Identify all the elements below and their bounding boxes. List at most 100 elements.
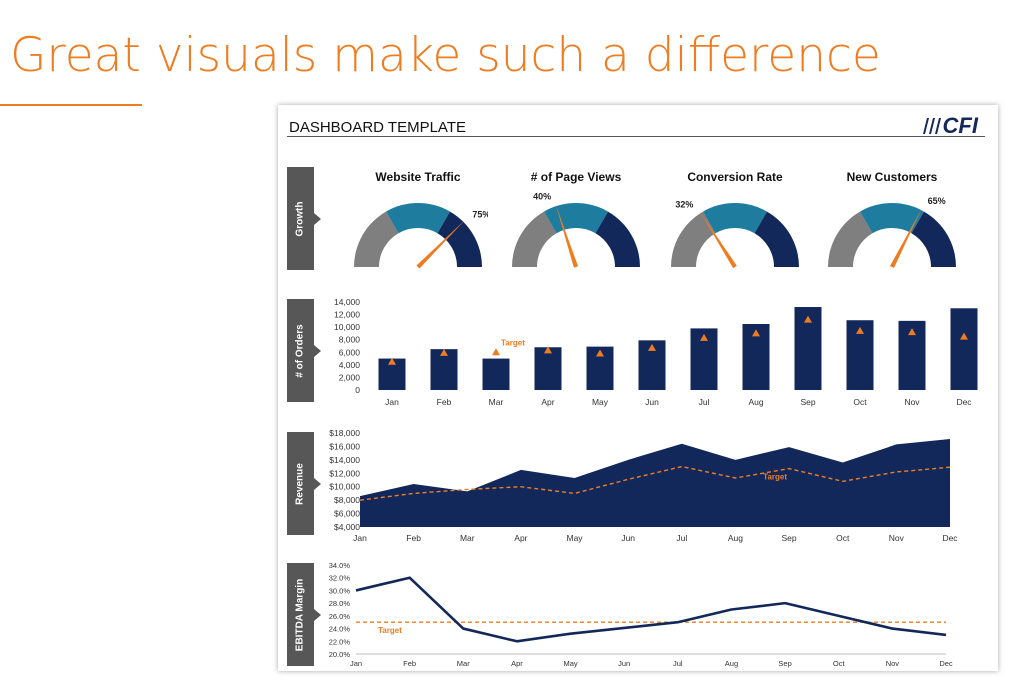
- orders-ytick: 2,000: [339, 372, 361, 382]
- orders-target-marker: [856, 326, 864, 334]
- revenue-xtick: Apr: [514, 533, 527, 543]
- orders-ytick: 14,000: [334, 297, 360, 307]
- gauge-chart: 40%: [512, 192, 640, 268]
- gauge-segment-low: [671, 211, 716, 267]
- revenue-ytick: $8,000: [334, 495, 360, 505]
- cfi-logo: CFI: [919, 113, 978, 139]
- orders-target-marker: [648, 343, 656, 351]
- orders-target-marker: [596, 349, 604, 357]
- revenue-xtick: Nov: [889, 533, 905, 543]
- revenue-xtick: Jan: [353, 533, 367, 543]
- revenue-xtick: Oct: [836, 533, 850, 543]
- ebitda-ytick: 24.0%: [329, 625, 351, 634]
- ebitda-ytick: 22.0%: [329, 637, 351, 646]
- orders-xtick: Apr: [541, 397, 554, 407]
- orders-target-marker: [440, 348, 448, 356]
- gauge-segment-high: [595, 211, 640, 267]
- gauge-segment-mid: [386, 203, 450, 234]
- orders-ytick: 0: [355, 385, 360, 395]
- orders-target-marker: [700, 333, 708, 341]
- ebitda-xtick: Apr: [511, 659, 523, 668]
- gauge-needle: [890, 208, 922, 268]
- revenue-area: [360, 439, 950, 527]
- orders-ytick: 4,000: [339, 360, 361, 370]
- ebitda-xtick: Feb: [403, 659, 416, 668]
- gauge-value-label: 32%: [675, 200, 693, 210]
- orders-xtick: Jul: [699, 397, 710, 407]
- ebitda-margin-line: [355, 576, 947, 643]
- orders-xtick: Jun: [645, 397, 659, 407]
- ebitda-xtick: Jun: [618, 659, 630, 668]
- section-label-ebitda: EBITDA Margin: [294, 578, 306, 651]
- orders-xtick: Mar: [489, 397, 504, 407]
- orders-xtick: Dec: [956, 397, 972, 407]
- orders-target-marker: [388, 357, 396, 365]
- section-label-growth: Growth: [294, 201, 306, 236]
- ebitda-line-chart: 34.0% 32.0% 30.0% 28.0% 26.0% 24.0% 22.0% 20.0%…: [329, 561, 953, 668]
- orders-bar: [534, 347, 562, 390]
- ebitda-xtick: Jan: [350, 659, 362, 668]
- revenue-xtick: Jul: [676, 533, 687, 543]
- title-underline: [0, 104, 142, 106]
- orders-xtick: Feb: [437, 397, 452, 407]
- orders-ytick: 12,000: [334, 310, 360, 320]
- orders-xtick: Nov: [904, 397, 920, 407]
- orders-bar-chart: 14,000 12,000 10,000 8,000 6,000 4,000 2,000 0 J…: [334, 297, 978, 407]
- dashboard-title-rule: [287, 136, 985, 137]
- revenue-ytick: $12,000: [329, 468, 360, 478]
- dashboard-frame: DASHBOARD TEMPLATE CFI Growth # of Order…: [278, 105, 998, 671]
- orders-xtick: Sep: [800, 397, 815, 407]
- slide-title: Great visuals make such a difference: [10, 28, 881, 83]
- dashboard-title: DASHBOARD TEMPLATE: [289, 119, 466, 136]
- ebitda-xtick: Jul: [673, 659, 683, 668]
- gauge-value-label: 65%: [928, 196, 946, 206]
- ebitda-ytick: 20.0%: [329, 650, 351, 659]
- gauge-segment-low: [512, 211, 557, 267]
- revenue-ytick: $14,000: [329, 455, 360, 465]
- cfi-logo-mark-icon: [922, 118, 941, 134]
- revenue-ytick: $4,000: [334, 522, 360, 532]
- ebitda-xtick: Aug: [725, 659, 738, 668]
- orders-target-marker: [960, 332, 968, 340]
- ebitda-xtick: May: [563, 659, 577, 668]
- gauge-chart: 32%: [671, 200, 799, 269]
- section-label-revenue: Revenue: [294, 462, 306, 505]
- orders-target-label: Target: [501, 338, 525, 347]
- ebitda-xtick: Sep: [778, 659, 791, 668]
- orders-ytick: 10,000: [334, 322, 360, 332]
- revenue-xtick: Mar: [460, 533, 475, 543]
- orders-target-marker: [492, 348, 500, 356]
- gauge-new-customers: New Customers 65%: [822, 167, 962, 277]
- ebitda-target-label: Target: [378, 626, 402, 635]
- gauge-segment-low: [828, 211, 873, 267]
- revenue-xtick: May: [567, 533, 584, 543]
- ebitda-xtick: Oct: [833, 659, 846, 668]
- revenue-ytick: $6,000: [334, 509, 360, 519]
- gauge-segment-mid: [860, 203, 924, 234]
- revenue-xtick: Dec: [942, 533, 958, 543]
- ebitda-ytick: 32.0%: [329, 574, 351, 583]
- gauge-title: New Customers: [846, 170, 938, 184]
- cfi-logo-text: CFI: [942, 113, 978, 138]
- gauge-needle: [555, 204, 579, 268]
- ebitda-ytick: 30.0%: [329, 586, 351, 595]
- gauge-title: # of Page Views: [530, 170, 622, 184]
- revenue-area-chart: $18,000 $16,000 $14,000 $12,000 $10,000 $8,00…: [329, 428, 958, 543]
- revenue-ytick: $18,000: [329, 428, 360, 438]
- ebitda-xtick: Mar: [457, 659, 470, 668]
- orders-ytick: 8,000: [339, 335, 361, 345]
- gauge-segment-low: [354, 211, 399, 267]
- orders-target-marker: [804, 315, 812, 323]
- gauge-segment-high: [754, 211, 799, 267]
- revenue-xtick: Feb: [406, 533, 421, 543]
- gauge-page-views: # of Page Views 40%: [506, 167, 646, 277]
- gauge-segment-high: [911, 211, 956, 267]
- gauge-website-traffic: Website Traffic 75%: [348, 167, 488, 277]
- ebitda-xtick: Nov: [886, 659, 900, 668]
- ebitda-ytick: 34.0%: [329, 561, 351, 570]
- revenue-xtick: Sep: [782, 533, 797, 543]
- gauge-segment-mid: [544, 203, 608, 234]
- section-label-orders: # of Orders: [294, 323, 306, 378]
- gauge-conversion-rate: Conversion Rate 32%: [665, 167, 805, 277]
- gauge-needle: [416, 220, 465, 269]
